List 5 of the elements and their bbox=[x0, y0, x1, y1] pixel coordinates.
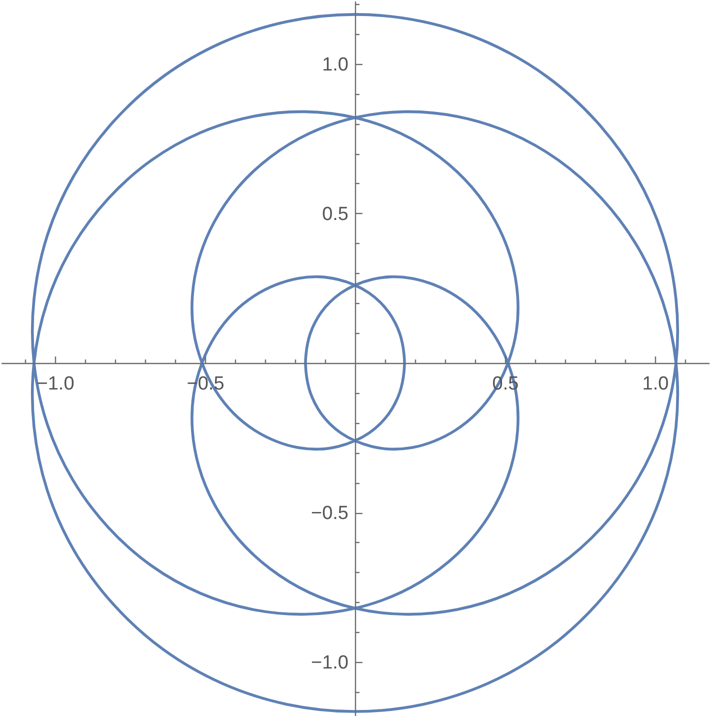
y-tick-label: −1.0 bbox=[310, 652, 348, 674]
y-tick-label: 1.0 bbox=[322, 54, 348, 76]
y-tick-label: 0.5 bbox=[322, 204, 348, 225]
x-tick-label: 1.0 bbox=[642, 373, 669, 394]
y-tick-label: −0.5 bbox=[310, 503, 348, 524]
